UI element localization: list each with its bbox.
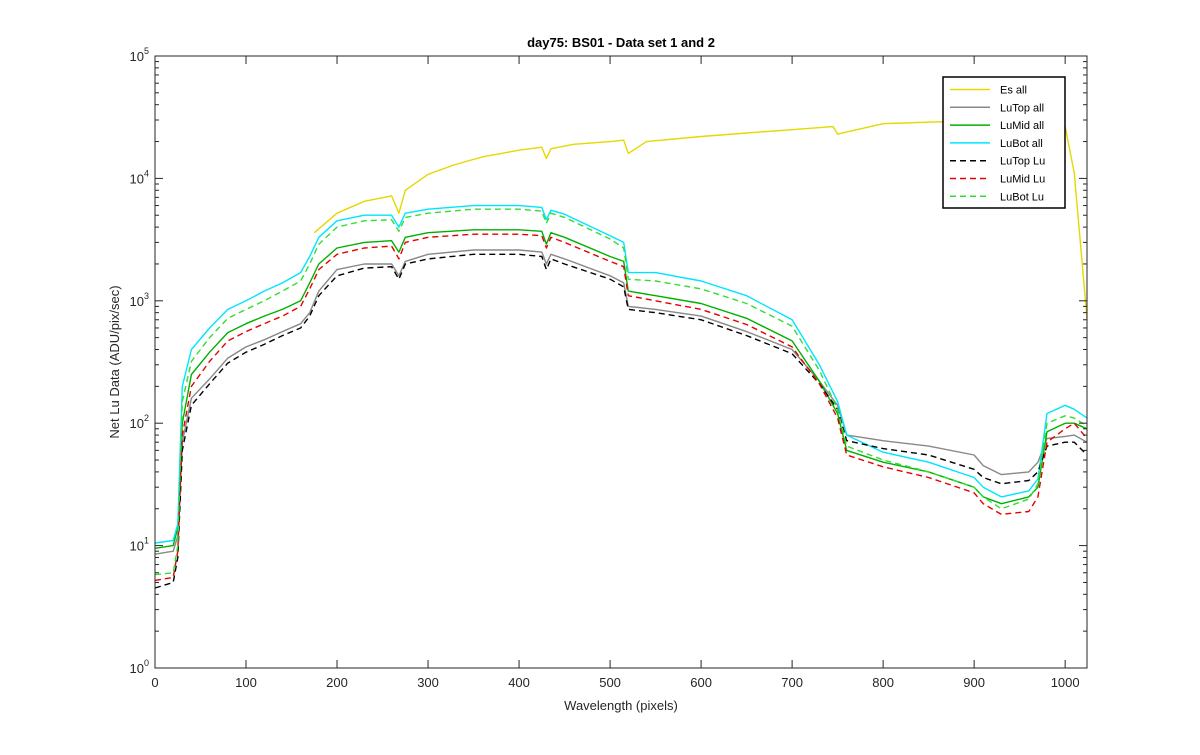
x-tick-label: 600: [690, 675, 712, 690]
series-line-4: [154, 204, 1088, 544]
legend-entry-7: LuBot Lu: [950, 191, 1044, 203]
legend-label: LuMid Lu: [1000, 174, 1045, 186]
y-tick-label: 101: [130, 536, 149, 554]
legend-label: LuBot all: [1000, 138, 1043, 150]
y-tick-label: 102: [130, 413, 149, 431]
y-tick-label: 104: [130, 168, 149, 186]
x-tick-label: 100: [235, 675, 257, 690]
x-tick-label: 700: [781, 675, 803, 690]
y-axis-label: Net Lu Data (ADU/pix/sec): [107, 285, 122, 438]
legend-entries: Es all LuTop all LuMid all LuBot all LuTop L…: [950, 85, 1045, 203]
y-tick-label: 100: [130, 658, 149, 676]
y-tick-label: 105: [130, 46, 149, 64]
x-tick-label: 0: [151, 675, 158, 690]
legend-label: LuBot Lu: [1000, 191, 1044, 203]
x-tick-label: 1000: [1051, 675, 1080, 690]
x-tick-label: 900: [963, 675, 985, 690]
axes-box: [154, 55, 1088, 669]
series-line-5: [154, 253, 1088, 589]
x-tick-label: 300: [417, 675, 439, 690]
y-tick-label: 103: [130, 291, 149, 309]
x-axis-label: Wavelength (pixels): [564, 698, 678, 713]
legend-label: LuMid all: [1000, 120, 1044, 132]
x-tick-label: 500: [599, 675, 621, 690]
ticks-layer: 0 100 200 300 400 500 600 700 800 900 100010010110…: [130, 46, 1087, 690]
legend-label: LuTop all: [1000, 102, 1044, 114]
legend-label: LuTop Lu: [1000, 156, 1045, 168]
legend-entry-1: Es all: [950, 85, 1027, 97]
legend-entry-5: LuTop Lu: [950, 156, 1045, 168]
x-tick-label: 800: [872, 675, 894, 690]
legend-entry-3: LuMid all: [950, 120, 1044, 132]
legend-entry-4: LuBot all: [950, 138, 1043, 150]
chart-title: day75: BS01 - Data set 1 and 2: [527, 35, 715, 50]
legend: Es all LuTop all LuMid all LuBot all LuTop L…: [942, 76, 1066, 209]
legend-entry-6: LuMid Lu: [950, 174, 1045, 186]
series-line-2: [154, 249, 1088, 555]
x-tick-label: 400: [508, 675, 530, 690]
legend-entry-2: LuTop all: [950, 102, 1044, 114]
series-line-7: [154, 208, 1088, 576]
legend-label: Es all: [1000, 85, 1027, 97]
series-line-3: [154, 229, 1088, 549]
x-tick-label: 200: [326, 675, 348, 690]
